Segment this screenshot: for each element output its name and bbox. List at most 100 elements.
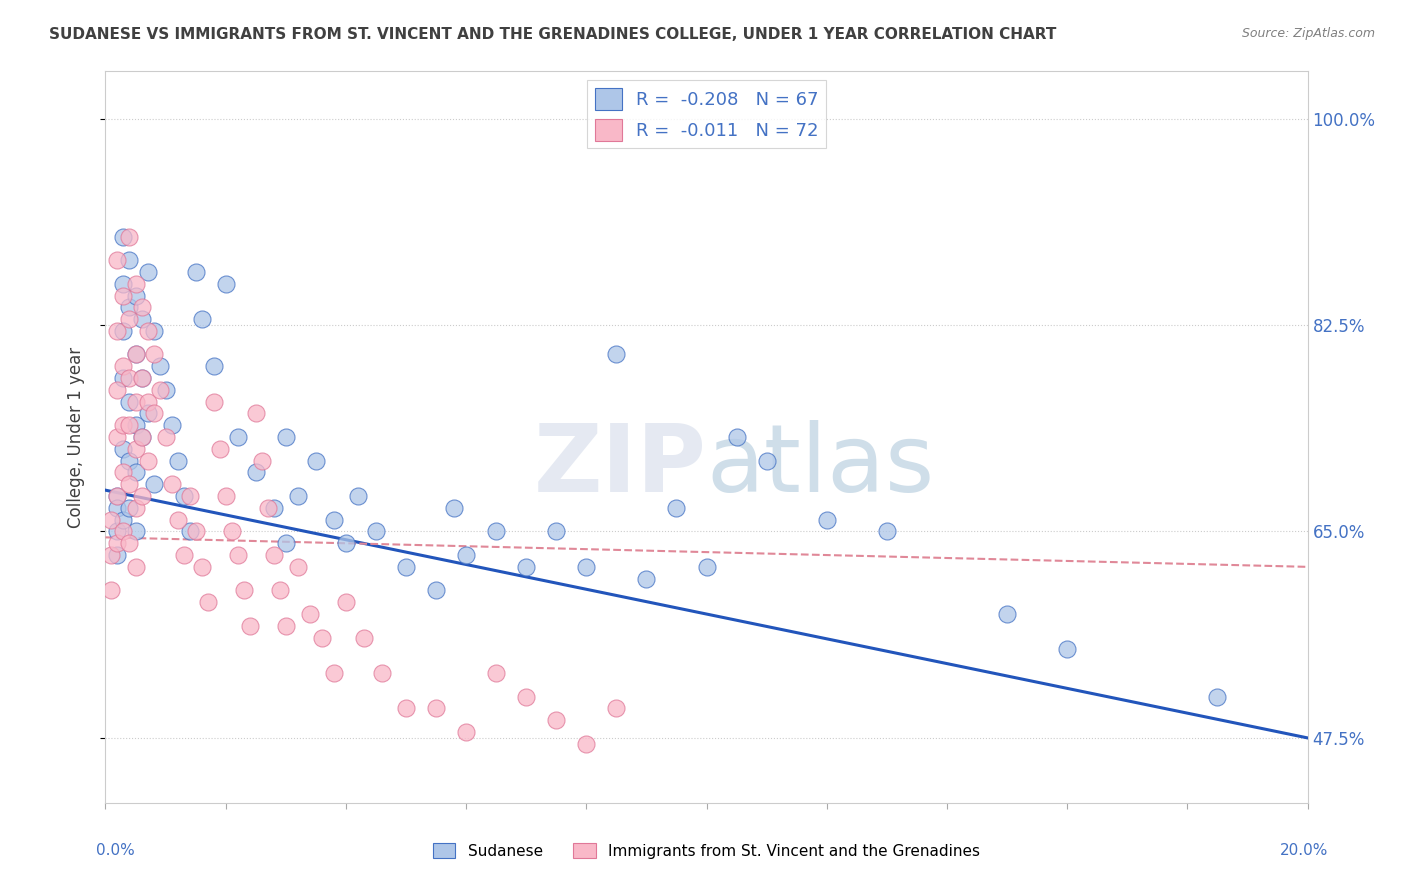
Point bbox=[155, 383, 177, 397]
Point bbox=[815, 513, 838, 527]
Point bbox=[148, 359, 170, 374]
Point bbox=[131, 371, 153, 385]
Point bbox=[575, 737, 598, 751]
Point bbox=[107, 524, 129, 539]
Point bbox=[190, 312, 212, 326]
Point bbox=[112, 277, 135, 291]
Point bbox=[184, 524, 207, 539]
Point bbox=[136, 265, 159, 279]
Point bbox=[179, 489, 201, 503]
Point bbox=[605, 347, 627, 361]
Point bbox=[118, 536, 141, 550]
Point bbox=[142, 347, 165, 361]
Point bbox=[1206, 690, 1229, 704]
Point bbox=[665, 500, 688, 515]
Point bbox=[443, 500, 465, 515]
Point bbox=[179, 524, 201, 539]
Point bbox=[100, 548, 122, 562]
Point bbox=[395, 701, 418, 715]
Point bbox=[112, 371, 135, 385]
Point bbox=[456, 725, 478, 739]
Point bbox=[208, 442, 231, 456]
Point bbox=[124, 394, 146, 409]
Point bbox=[190, 559, 212, 574]
Point bbox=[112, 466, 135, 480]
Point bbox=[131, 301, 153, 315]
Point bbox=[136, 324, 159, 338]
Point bbox=[1056, 642, 1078, 657]
Point bbox=[232, 583, 254, 598]
Point bbox=[142, 407, 165, 421]
Point bbox=[136, 394, 159, 409]
Point bbox=[112, 442, 135, 456]
Point bbox=[546, 713, 568, 727]
Point bbox=[107, 430, 129, 444]
Point bbox=[269, 583, 291, 598]
Point bbox=[112, 418, 135, 433]
Point bbox=[131, 430, 153, 444]
Point bbox=[245, 407, 267, 421]
Point bbox=[274, 536, 297, 550]
Point bbox=[485, 666, 508, 681]
Point bbox=[197, 595, 219, 609]
Point bbox=[274, 430, 297, 444]
Point bbox=[118, 371, 141, 385]
Point bbox=[202, 394, 225, 409]
Point bbox=[485, 524, 508, 539]
Point bbox=[112, 513, 135, 527]
Legend: R =  -0.208   N = 67, R =  -0.011   N = 72: R = -0.208 N = 67, R = -0.011 N = 72 bbox=[588, 80, 825, 148]
Point bbox=[311, 631, 333, 645]
Point bbox=[575, 559, 598, 574]
Point bbox=[118, 500, 141, 515]
Point bbox=[239, 619, 262, 633]
Point bbox=[124, 500, 146, 515]
Point bbox=[118, 229, 141, 244]
Point bbox=[214, 489, 236, 503]
Y-axis label: College, Under 1 year: College, Under 1 year bbox=[66, 346, 84, 528]
Point bbox=[107, 489, 129, 503]
Point bbox=[876, 524, 898, 539]
Point bbox=[725, 430, 748, 444]
Point bbox=[250, 453, 273, 467]
Point bbox=[142, 324, 165, 338]
Point bbox=[364, 524, 387, 539]
Point bbox=[696, 559, 718, 574]
Point bbox=[124, 347, 146, 361]
Point bbox=[755, 453, 778, 467]
Point bbox=[124, 418, 146, 433]
Text: 20.0%: 20.0% bbox=[1281, 843, 1329, 858]
Point bbox=[456, 548, 478, 562]
Point bbox=[112, 288, 135, 302]
Point bbox=[347, 489, 370, 503]
Point bbox=[107, 500, 129, 515]
Point bbox=[335, 595, 357, 609]
Point bbox=[425, 701, 447, 715]
Point bbox=[173, 489, 195, 503]
Point bbox=[287, 559, 309, 574]
Point bbox=[131, 371, 153, 385]
Text: atlas: atlas bbox=[707, 420, 935, 512]
Point bbox=[118, 477, 141, 491]
Point bbox=[100, 513, 122, 527]
Point bbox=[155, 430, 177, 444]
Point bbox=[112, 229, 135, 244]
Point bbox=[136, 453, 159, 467]
Point bbox=[202, 359, 225, 374]
Point bbox=[124, 442, 146, 456]
Point bbox=[131, 489, 153, 503]
Point bbox=[995, 607, 1018, 621]
Point bbox=[118, 301, 141, 315]
Point bbox=[131, 312, 153, 326]
Point bbox=[274, 619, 297, 633]
Point bbox=[124, 559, 146, 574]
Point bbox=[226, 430, 249, 444]
Point bbox=[118, 394, 141, 409]
Point bbox=[546, 524, 568, 539]
Point bbox=[515, 690, 537, 704]
Point bbox=[148, 383, 170, 397]
Text: SUDANESE VS IMMIGRANTS FROM ST. VINCENT AND THE GRENADINES COLLEGE, UNDER 1 YEAR: SUDANESE VS IMMIGRANTS FROM ST. VINCENT … bbox=[49, 27, 1056, 42]
Point bbox=[353, 631, 375, 645]
Point bbox=[118, 312, 141, 326]
Point bbox=[107, 536, 129, 550]
Point bbox=[107, 324, 129, 338]
